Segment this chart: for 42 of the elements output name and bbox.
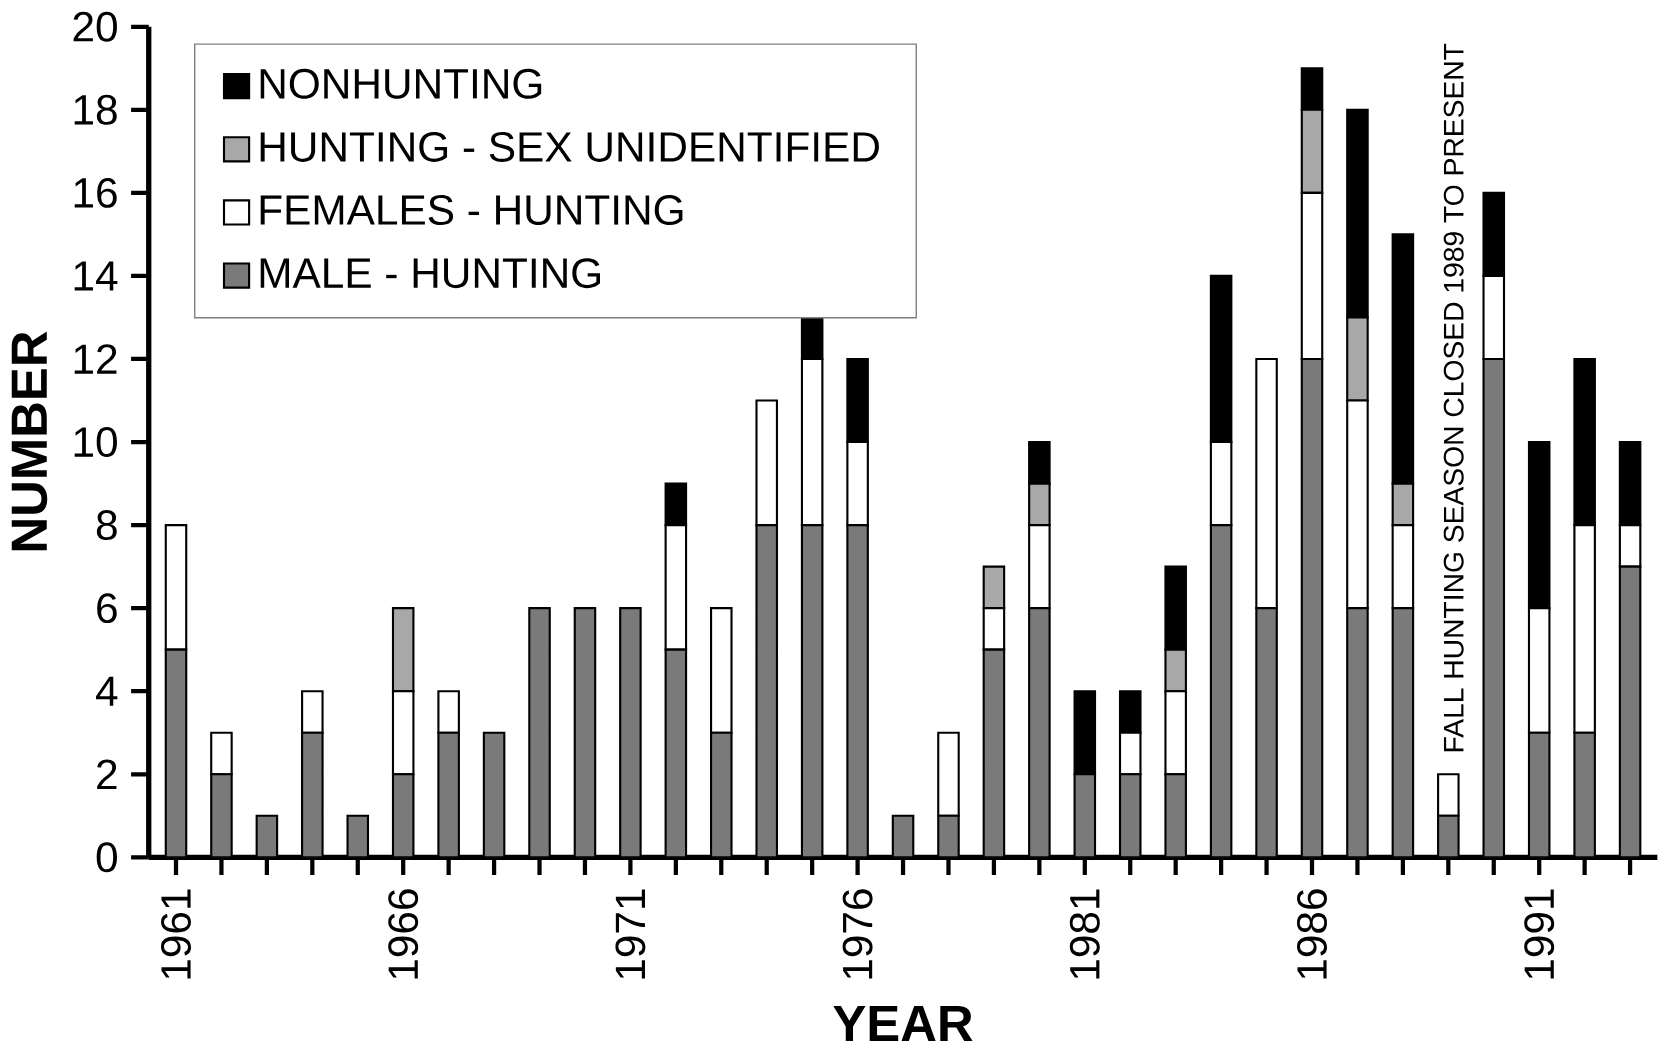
y-tick-label: 4 [96,676,118,706]
bar [710,607,733,734]
x-tick-label: 1981 [1069,889,1100,979]
bar [846,524,869,858]
x-axis-title: YEAR [833,1006,973,1042]
legend-label: NONHUNTING [260,68,542,99]
y-axis-title: NUMBER [11,331,48,551]
y-tick-label: 10 [74,427,117,458]
bar [1437,773,1460,818]
x-tick-label: 1961 [161,889,191,979]
y-tick-label: 14 [74,261,118,291]
y-tick-label: 0 [96,842,117,873]
legend-label: MALE - HUNTING [260,258,601,289]
bar [210,731,233,776]
y-tick-label: 12 [74,344,117,374]
bar [755,399,779,527]
bar [1028,607,1051,858]
bar [1073,690,1097,776]
bar [528,607,551,858]
y-tick-label: 18 [74,94,117,125]
legend-label: FEMALES - HUNTING [260,195,683,226]
bar [301,690,324,734]
bar [937,731,960,818]
y-tick-label: 6 [97,593,117,624]
y-tick-label: 8 [96,510,117,541]
bar [1346,607,1369,858]
x-tick-label: 1976 [842,889,873,979]
y-tick-label: 16 [74,178,117,208]
bar [210,773,233,858]
x-tick-label: 1986 [1297,889,1327,979]
bar [1255,607,1278,858]
bar [619,607,642,858]
y-tick-label: 2 [97,759,117,790]
bar [1573,731,1596,858]
legend-label: HUNTING - SEX UNIDENTIFIED [260,132,879,163]
bar [437,731,460,858]
bar [437,690,460,734]
annotation: FALL HUNTING SEASON CLOSED 1989 TO PRESENT [1443,43,1464,752]
y-tick-label: 20 [73,11,117,42]
x-tick-label: 1966 [388,889,419,979]
x-tick-label: 1971 [615,889,646,979]
x-tick-label: 1991 [1524,889,1555,979]
